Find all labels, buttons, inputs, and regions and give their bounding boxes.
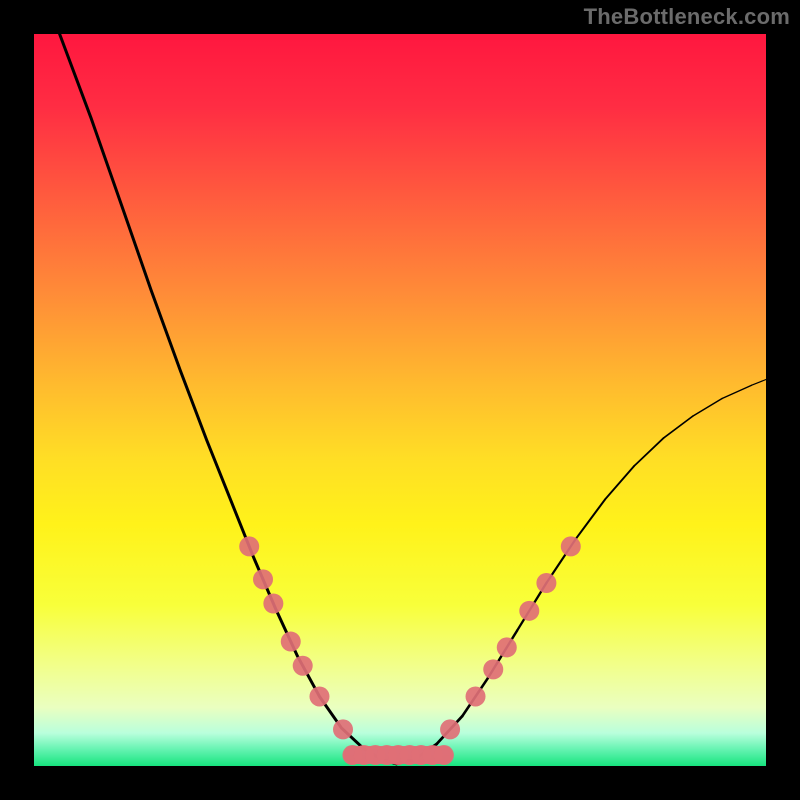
- watermark-text: TheBottleneck.com: [584, 4, 790, 30]
- marker-left: [333, 719, 353, 739]
- stage: TheBottleneck.com: [0, 0, 800, 800]
- marker-left: [293, 656, 313, 676]
- marker-left: [309, 686, 329, 706]
- gradient-panel: [34, 34, 766, 766]
- marker-left: [253, 569, 273, 589]
- marker-right: [440, 719, 460, 739]
- marker-flat-dot: [434, 745, 454, 765]
- marker-right: [497, 637, 517, 657]
- marker-left: [263, 594, 283, 614]
- marker-left: [239, 536, 259, 556]
- marker-right: [483, 659, 503, 679]
- chart-svg: [0, 0, 800, 800]
- marker-right: [536, 573, 556, 593]
- marker-left: [281, 632, 301, 652]
- marker-right: [466, 686, 486, 706]
- marker-right: [519, 601, 539, 621]
- marker-right: [561, 536, 581, 556]
